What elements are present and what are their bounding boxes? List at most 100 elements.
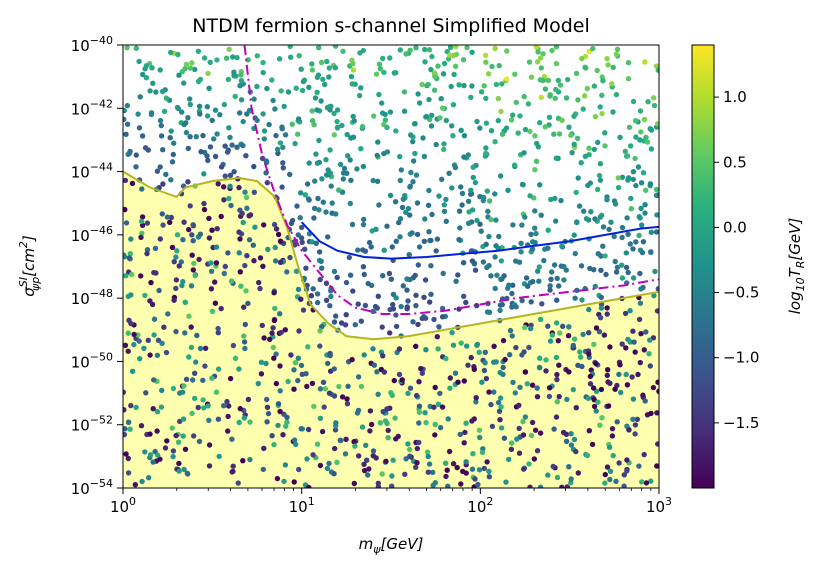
scatter-point — [410, 158, 417, 164]
scatter-point — [323, 157, 329, 163]
scatter-point — [376, 61, 383, 67]
scatter-point — [385, 427, 391, 434]
scatter-point — [435, 401, 442, 407]
colorbar-tick-label: 1.0 — [723, 88, 747, 106]
scatter-point — [280, 432, 286, 438]
scatter-point — [152, 245, 159, 252]
scatter-point — [636, 214, 642, 220]
scatter-point — [195, 404, 201, 411]
scatter-point — [596, 172, 603, 179]
scatter-point — [271, 355, 277, 361]
scatter-point — [638, 331, 644, 337]
scatter-point — [648, 146, 655, 152]
scatter-point — [521, 349, 527, 355]
scatter-point — [281, 478, 287, 485]
scatter-point — [553, 45, 560, 50]
scatter-point — [607, 476, 613, 483]
scatter-point — [445, 483, 451, 488]
scatter-point — [572, 250, 578, 257]
scatter-point — [345, 153, 351, 159]
scatter-point — [230, 468, 236, 475]
scatter-point — [302, 192, 308, 198]
scatter-point — [578, 354, 584, 360]
scatter-point — [285, 378, 291, 385]
scatter-point — [192, 395, 198, 402]
scatter-point — [405, 390, 411, 397]
scatter-point — [422, 216, 428, 222]
scatter-point — [149, 65, 155, 71]
scatter-point — [463, 299, 469, 306]
scatter-point — [493, 217, 499, 223]
scatter-point — [624, 215, 630, 221]
scatter-point — [398, 303, 404, 310]
scatter-point — [582, 64, 588, 71]
scatter-point — [468, 94, 474, 101]
scatter-point — [298, 296, 304, 302]
scatter-point — [448, 83, 454, 90]
scatter-point — [265, 410, 272, 417]
scatter-point — [261, 222, 267, 228]
scatter-point — [396, 346, 403, 352]
scatter-point — [621, 472, 627, 478]
scatter-point — [647, 337, 653, 343]
scatter-point — [615, 184, 622, 191]
scatter-point — [488, 216, 494, 223]
scatter-point — [432, 384, 438, 391]
scatter-point — [372, 303, 379, 310]
scatter-point — [622, 310, 629, 317]
scatter-point — [479, 449, 486, 455]
scatter-point — [331, 393, 338, 399]
scatter-point — [419, 370, 425, 376]
scatter-point — [475, 481, 481, 488]
scatter-point — [226, 403, 232, 409]
scatter-point — [326, 390, 333, 396]
scatter-point — [193, 134, 199, 140]
scatter-point — [637, 300, 644, 306]
scatter-point — [227, 183, 233, 189]
scatter-point — [382, 418, 389, 424]
scatter-point — [326, 74, 332, 80]
scatter-point — [646, 351, 652, 357]
scatter-point — [282, 327, 288, 333]
scatter-point — [584, 452, 591, 459]
scatter-point — [190, 267, 196, 273]
scatter-point — [564, 484, 570, 488]
scatter-point — [530, 278, 536, 285]
scatter-point — [532, 225, 538, 231]
scatter-point — [273, 132, 279, 139]
scatter-point — [163, 349, 170, 356]
scatter-point — [271, 441, 277, 448]
scatter-point — [314, 74, 321, 81]
scatter-point — [595, 251, 601, 257]
scatter-point — [343, 312, 349, 318]
scatter-point — [651, 292, 657, 299]
scatter-point — [644, 139, 651, 145]
scatter-point — [326, 460, 332, 467]
scatter-point — [472, 476, 478, 482]
scatter-point — [497, 302, 504, 308]
scatter-point — [450, 102, 457, 108]
scatter-point — [137, 94, 143, 100]
scatter-point — [355, 301, 361, 307]
scatter-point — [470, 207, 476, 213]
scatter-point — [319, 324, 325, 330]
scatter-point — [224, 398, 230, 405]
scatter-point — [428, 66, 434, 73]
scatter-point — [586, 145, 592, 151]
scatter-point — [459, 190, 466, 197]
scatter-point — [138, 234, 144, 241]
scatter-point — [510, 379, 516, 386]
scatter-point — [619, 234, 625, 241]
scatter-point — [324, 58, 330, 65]
scatter-point — [354, 166, 360, 172]
scatter-point — [364, 457, 370, 463]
scatter-point — [188, 283, 195, 289]
scatter-point — [640, 239, 647, 245]
scatter-point — [154, 428, 160, 434]
scatter-point — [145, 147, 151, 153]
scatter-point — [183, 61, 190, 68]
scatter-point — [264, 404, 271, 410]
scatter-point — [630, 275, 637, 281]
scatter-point — [545, 245, 551, 251]
scatter-point — [407, 453, 413, 459]
